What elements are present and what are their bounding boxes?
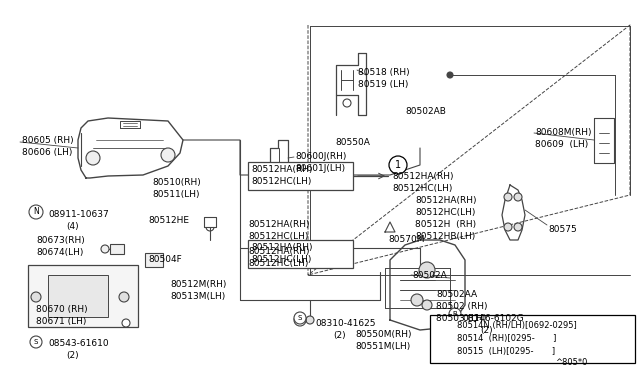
Text: 80502A: 80502A bbox=[412, 271, 447, 280]
Bar bbox=[248, 162, 353, 190]
Circle shape bbox=[306, 316, 314, 324]
Text: N: N bbox=[33, 208, 39, 217]
Text: 80512HC(LH): 80512HC(LH) bbox=[392, 184, 452, 193]
Text: 80601J(LH): 80601J(LH) bbox=[295, 164, 345, 173]
Text: 1: 1 bbox=[440, 327, 445, 336]
Text: 80600J(RH): 80600J(RH) bbox=[295, 152, 346, 161]
Text: 80550M(RH): 80550M(RH) bbox=[355, 330, 412, 339]
Text: 80512HC(LH): 80512HC(LH) bbox=[415, 208, 476, 217]
Text: ^805*0: ^805*0 bbox=[555, 358, 588, 367]
Text: 80605 (RH): 80605 (RH) bbox=[22, 136, 74, 145]
Circle shape bbox=[504, 193, 512, 201]
Text: 80674(LH): 80674(LH) bbox=[36, 248, 83, 257]
Text: (2): (2) bbox=[480, 326, 493, 335]
Text: 80518 (RH): 80518 (RH) bbox=[358, 68, 410, 77]
Text: 80512HA(RH): 80512HA(RH) bbox=[248, 220, 310, 229]
Text: 80551M(LH): 80551M(LH) bbox=[355, 342, 410, 351]
Circle shape bbox=[411, 294, 423, 306]
Text: 80511(LH): 80511(LH) bbox=[152, 190, 200, 199]
Text: S: S bbox=[298, 315, 302, 321]
Circle shape bbox=[436, 324, 450, 338]
Text: 80512HC(LH): 80512HC(LH) bbox=[251, 177, 312, 186]
Circle shape bbox=[86, 151, 100, 165]
Circle shape bbox=[294, 314, 306, 326]
Text: 80575: 80575 bbox=[548, 225, 577, 234]
Text: 80512H  (RH): 80512H (RH) bbox=[415, 220, 476, 229]
Text: 08543-61610: 08543-61610 bbox=[48, 339, 109, 348]
Circle shape bbox=[343, 99, 351, 107]
Text: 80504F: 80504F bbox=[148, 255, 182, 264]
Text: 80512HA(RH): 80512HA(RH) bbox=[415, 196, 477, 205]
Text: 80502AA: 80502AA bbox=[436, 290, 477, 299]
Circle shape bbox=[294, 312, 306, 324]
Text: 80608M(RH): 80608M(RH) bbox=[535, 128, 591, 137]
Bar bbox=[430, 315, 635, 363]
Text: 08146-6102G: 08146-6102G bbox=[462, 314, 524, 323]
Circle shape bbox=[514, 223, 522, 231]
Text: 80515  (LH)[0295-       ]: 80515 (LH)[0295- ] bbox=[457, 347, 555, 356]
Text: 80514N (RH/LH)[0692-0295]: 80514N (RH/LH)[0692-0295] bbox=[457, 321, 577, 330]
Text: (2): (2) bbox=[66, 351, 79, 360]
Text: 80670 (RH): 80670 (RH) bbox=[36, 305, 88, 314]
Circle shape bbox=[31, 292, 41, 302]
Text: 80503 (LH): 80503 (LH) bbox=[436, 314, 486, 323]
Text: 80512HB(LH): 80512HB(LH) bbox=[415, 232, 476, 241]
Text: 80512M(RH): 80512M(RH) bbox=[170, 280, 227, 289]
Circle shape bbox=[447, 72, 453, 78]
Circle shape bbox=[119, 292, 129, 302]
Text: 80512HC(LH): 80512HC(LH) bbox=[248, 259, 308, 268]
Text: S: S bbox=[34, 339, 38, 345]
Text: 80512HA(RH): 80512HA(RH) bbox=[251, 165, 312, 174]
Bar bbox=[48, 275, 108, 317]
Text: 80570M: 80570M bbox=[388, 235, 424, 244]
Text: (4): (4) bbox=[66, 222, 79, 231]
Bar bbox=[28, 265, 138, 327]
Circle shape bbox=[514, 193, 522, 201]
Bar bbox=[110, 244, 124, 254]
Text: 80512HA(RH): 80512HA(RH) bbox=[248, 247, 310, 256]
Text: (2): (2) bbox=[333, 331, 346, 340]
Circle shape bbox=[29, 205, 43, 219]
Bar bbox=[145, 253, 163, 267]
Text: 80671 (LH): 80671 (LH) bbox=[36, 317, 86, 326]
Text: 80606 (LH): 80606 (LH) bbox=[22, 148, 72, 157]
Text: 80512HA(RH): 80512HA(RH) bbox=[392, 172, 454, 181]
Circle shape bbox=[504, 223, 512, 231]
Circle shape bbox=[101, 245, 109, 253]
Circle shape bbox=[389, 156, 407, 174]
Text: 80512HC(LH): 80512HC(LH) bbox=[248, 232, 308, 241]
Text: 80512HE: 80512HE bbox=[148, 216, 189, 225]
Text: 80512HC(LH): 80512HC(LH) bbox=[251, 255, 312, 264]
Text: 08310-41625: 08310-41625 bbox=[315, 319, 376, 328]
Text: 80609  (LH): 80609 (LH) bbox=[535, 140, 588, 149]
Text: B: B bbox=[452, 311, 458, 317]
Circle shape bbox=[30, 336, 42, 348]
Text: 80514  (RH)[0295-       ]: 80514 (RH)[0295- ] bbox=[457, 334, 556, 343]
Text: 80510(RH): 80510(RH) bbox=[152, 178, 201, 187]
Text: 08911-10637: 08911-10637 bbox=[48, 210, 109, 219]
Circle shape bbox=[422, 300, 432, 310]
Text: 80502AB: 80502AB bbox=[405, 107, 446, 116]
Bar bbox=[248, 240, 353, 268]
Circle shape bbox=[419, 262, 435, 278]
Circle shape bbox=[449, 308, 461, 320]
Text: 80550A: 80550A bbox=[335, 138, 370, 147]
Circle shape bbox=[161, 148, 175, 162]
Text: 80512HA(RH): 80512HA(RH) bbox=[251, 243, 312, 252]
Text: 80513M(LH): 80513M(LH) bbox=[170, 292, 225, 301]
Text: S: S bbox=[298, 317, 302, 323]
Text: 80673(RH): 80673(RH) bbox=[36, 236, 84, 245]
Text: 80519 (LH): 80519 (LH) bbox=[358, 80, 408, 89]
Circle shape bbox=[122, 319, 130, 327]
Text: 80502 (RH): 80502 (RH) bbox=[436, 302, 488, 311]
Text: 1: 1 bbox=[395, 160, 401, 170]
